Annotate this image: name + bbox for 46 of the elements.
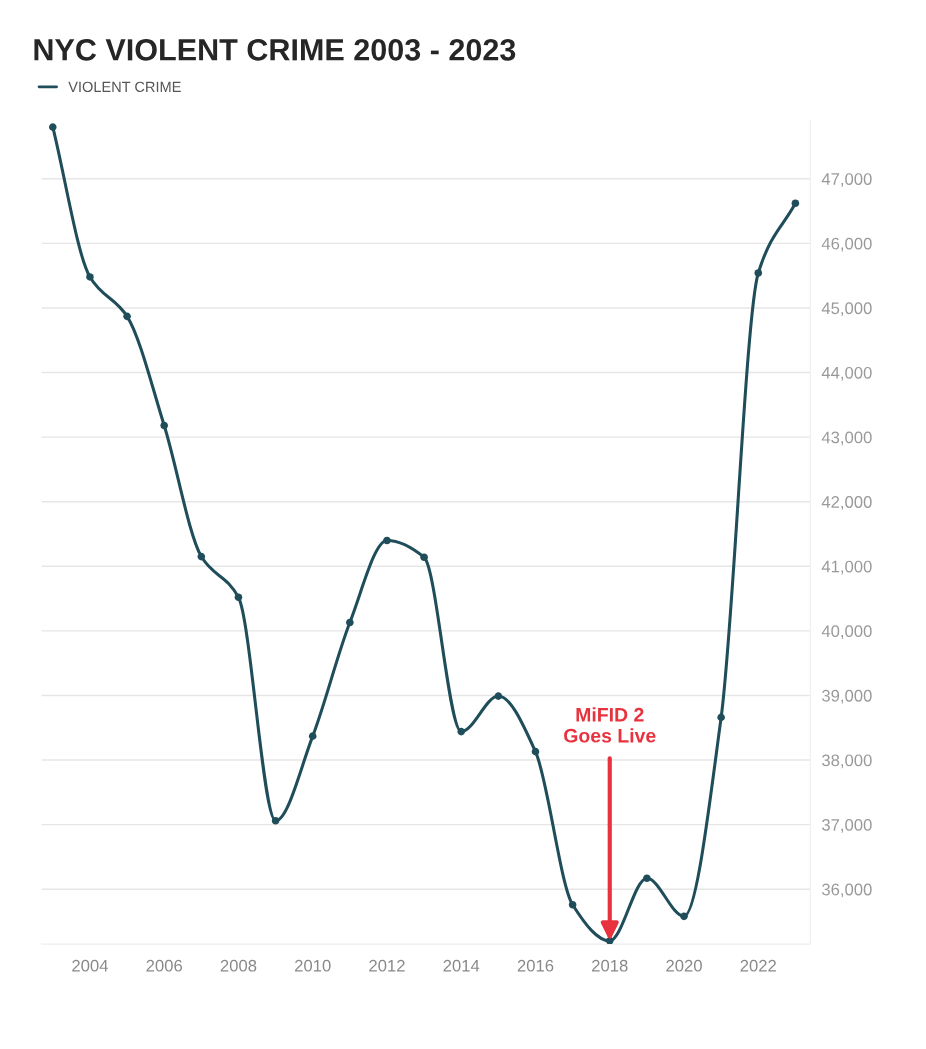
chart-title: NYC VIOLENT CRIME 2003 - 2023	[34, 39, 516, 61]
point	[643, 874, 651, 883]
point	[754, 269, 763, 277]
y-tick-label: 37,000	[822, 819, 872, 833]
annotation: MiFID 2 Goes Live	[564, 707, 656, 743]
y-tick-label: 47,000	[821, 173, 872, 187]
point	[197, 552, 206, 561]
point	[791, 199, 800, 208]
point	[86, 273, 94, 281]
point	[271, 816, 280, 825]
point	[383, 536, 391, 545]
y-tick-label: 45,000	[821, 302, 872, 317]
point	[605, 937, 614, 945]
y-tick-label: 44,000	[821, 366, 872, 381]
point	[531, 747, 540, 756]
y-tick-label: 40,000	[821, 625, 872, 640]
point	[160, 421, 168, 430]
x-tick-label: 2010	[295, 959, 331, 972]
point	[494, 692, 503, 700]
x-tick-label: 2020	[666, 959, 702, 972]
y-tick-label: 46,000	[821, 237, 872, 252]
y-tick-label: 38,000	[822, 754, 872, 769]
point	[420, 553, 428, 562]
y-tick-label: 41,000	[821, 560, 872, 575]
x-tick-label: 2008	[220, 959, 257, 972]
x-tick-label: 2014	[443, 959, 480, 972]
point	[568, 900, 577, 909]
x-tick-label: 2012	[369, 959, 405, 972]
legend-label: VIOLENT CRIME	[68, 81, 181, 93]
point	[308, 732, 317, 740]
point	[49, 123, 57, 131]
y-tick-label: 42,000	[821, 496, 872, 510]
x-tick-label: 2022	[740, 959, 776, 972]
x-tick-label: 2018	[592, 959, 628, 972]
point	[680, 912, 688, 921]
x-tick-label: 2004	[72, 959, 108, 972]
point	[234, 593, 243, 602]
y-tick-label: 39,000	[822, 689, 872, 704]
point	[346, 618, 354, 627]
y-tick-label: 36,000	[822, 883, 872, 898]
x-tick-label: 2006	[146, 959, 182, 972]
point	[123, 312, 131, 321]
x-tick-label: 2016	[517, 959, 554, 972]
point	[457, 727, 466, 736]
y-tick-label: 43,000	[821, 431, 872, 446]
point	[717, 713, 725, 722]
